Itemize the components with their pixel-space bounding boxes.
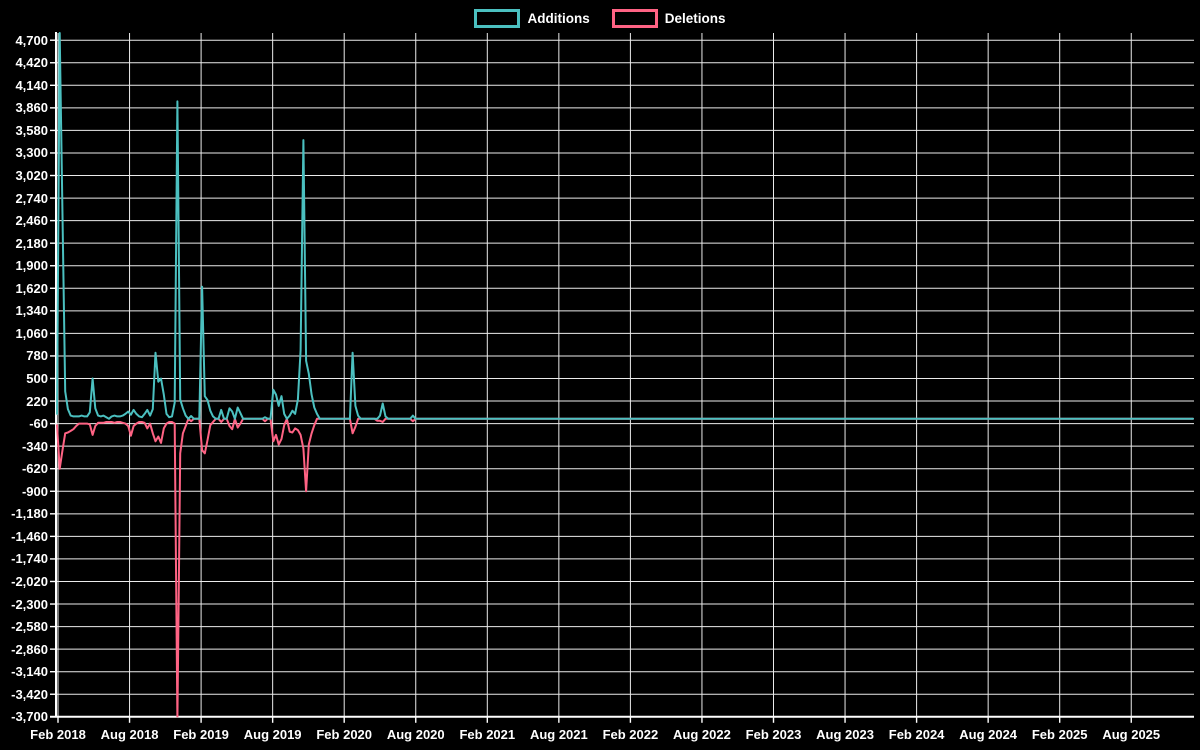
y-tick-label: 500 xyxy=(26,371,48,386)
y-tick-label: 3,860 xyxy=(15,100,48,116)
y-tick-label: -60 xyxy=(29,416,48,432)
y-tick-label: 780 xyxy=(26,348,48,364)
y-tick-label: 2,180 xyxy=(15,235,48,251)
y-tick-label: -900 xyxy=(21,483,48,499)
x-tick-label: Feb 2019 xyxy=(173,727,229,742)
y-tick-label: 3,020 xyxy=(15,168,48,184)
x-tick-label: Feb 2022 xyxy=(602,727,659,742)
x-tick-label: Feb 2020 xyxy=(316,727,373,742)
x-tick-label: Feb 2018 xyxy=(30,727,86,742)
x-tick-label: Aug 2025 xyxy=(1102,727,1161,742)
x-tick-label: Feb 2021 xyxy=(459,727,516,742)
legend-item-additions[interactable]: Additions xyxy=(474,8,590,28)
y-tick-label: 3,300 xyxy=(15,145,48,161)
deletions-line xyxy=(56,417,1194,718)
y-tick-label: 4,140 xyxy=(15,77,48,93)
y-tick-label: 1,620 xyxy=(15,280,48,296)
grid-lines xyxy=(56,33,1194,718)
y-tick-label: 3,580 xyxy=(15,122,48,138)
y-tick-label: -3,700 xyxy=(11,709,48,725)
y-tick-label: 1,340 xyxy=(15,303,48,319)
y-tick-label: 4,700 xyxy=(15,32,48,48)
y-tick-label: -2,580 xyxy=(11,619,48,635)
x-tick-label: Aug 2019 xyxy=(243,727,302,742)
y-tick-label: -2,300 xyxy=(11,596,48,612)
x-tick-label: Aug 2022 xyxy=(673,727,731,742)
x-tick-label: Feb 2024 xyxy=(888,727,945,742)
additions-legend-label: Additions xyxy=(527,10,590,26)
y-tick-label: -1,460 xyxy=(11,528,48,544)
y-tick-label: -2,020 xyxy=(11,573,48,589)
deletions-legend-label: Deletions xyxy=(664,10,726,26)
y-tick-label: -1,740 xyxy=(11,551,48,567)
y-tick-label: -2,860 xyxy=(11,641,48,657)
y-tick-label: 220 xyxy=(26,393,48,409)
y-tick-label: -1,180 xyxy=(11,506,48,522)
x-tick-label: Aug 2020 xyxy=(386,727,445,742)
y-tick-label: -3,420 xyxy=(11,686,48,702)
y-tick-label: -340 xyxy=(21,438,48,454)
y-tick-label: -3,140 xyxy=(11,664,48,680)
x-tick-label: Feb 2025 xyxy=(1031,727,1088,742)
axes xyxy=(50,32,1194,723)
x-tick-label: Aug 2018 xyxy=(100,727,159,742)
y-tick-label: 4,420 xyxy=(15,55,48,71)
y-tick-label: 1,060 xyxy=(15,325,48,341)
additions-line xyxy=(56,32,1194,420)
deletions-legend-swatch xyxy=(611,8,658,28)
legend-item-deletions[interactable]: Deletions xyxy=(611,8,726,28)
y-tick-label: -620 xyxy=(21,461,48,477)
additions-legend-swatch xyxy=(474,8,521,28)
y-tick-label: 2,740 xyxy=(15,190,48,206)
x-tick-label: Aug 2024 xyxy=(959,727,1018,742)
y-tick-label: 2,460 xyxy=(15,213,48,229)
y-tick-label: 1,900 xyxy=(15,258,48,274)
x-tick-label: Feb 2023 xyxy=(745,727,802,742)
x-tick-label: Aug 2023 xyxy=(816,727,874,742)
chart-legend: Additions Deletions xyxy=(0,6,1200,30)
x-tick-label: Aug 2021 xyxy=(529,727,588,742)
